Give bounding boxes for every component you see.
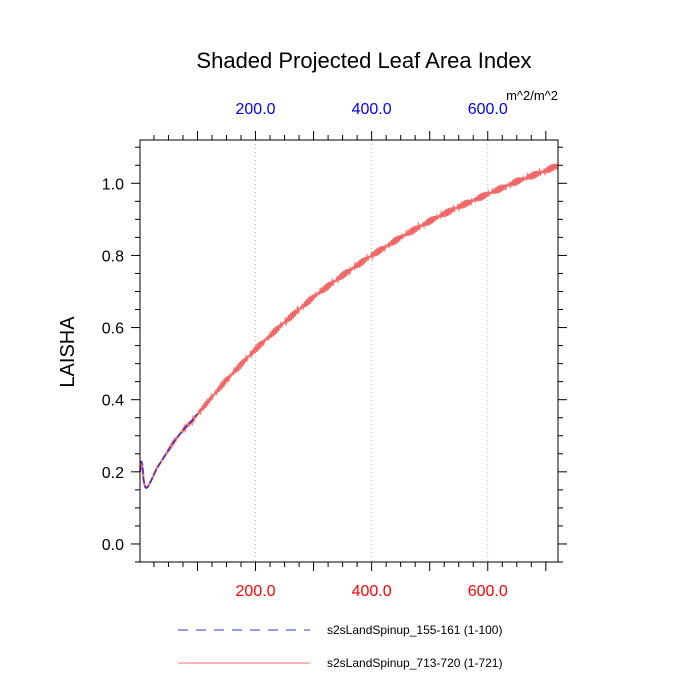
y-tick-label-2: 0.4 [102,393,124,410]
series-2-line [138,163,560,490]
grid-lines [255,140,489,562]
x-tick-label-bottom-1: 400.0 [352,583,392,600]
y-tick-label-3: 0.6 [102,321,124,338]
units-label: m^2/m^2 [506,88,558,103]
legend: s2sLandSpinup_155-161 (1-100) s2sLandSpi… [178,623,502,670]
x-tick-label-top-1: 400.0 [352,101,392,118]
legend-label-series-2: s2sLandSpinup_713-720 (1-721) [327,656,502,670]
y-tick-label-5: 1.0 [102,176,124,193]
series-1-line [139,413,199,490]
x-tick-label-bottom-0: 200.0 [236,583,276,600]
x-tick-label-bottom-2: 600.0 [468,583,508,600]
y-tick-label-1: 0.2 [102,465,124,482]
plot-frame [139,139,559,563]
y-axis-label: LAISHA [57,316,79,388]
legend-label-series-1: s2sLandSpinup_155-161 (1-100) [327,623,502,637]
chart-title: Shaded Projected Leaf Area Index [196,48,531,73]
tick-labels: 200.0 400.0 600.0 200.0 400.0 600.0 0.0 0.2 0.4 0… [102,101,508,600]
axis-ticks [131,131,567,571]
y-tick-label-0: 0.0 [102,537,124,554]
x-tick-label-top-2: 600.0 [468,101,508,118]
x-tick-label-top-0: 200.0 [236,101,276,118]
series-lines [138,163,560,490]
y-tick-label-4: 0.8 [102,248,124,265]
series-2-oscillation [139,163,559,489]
